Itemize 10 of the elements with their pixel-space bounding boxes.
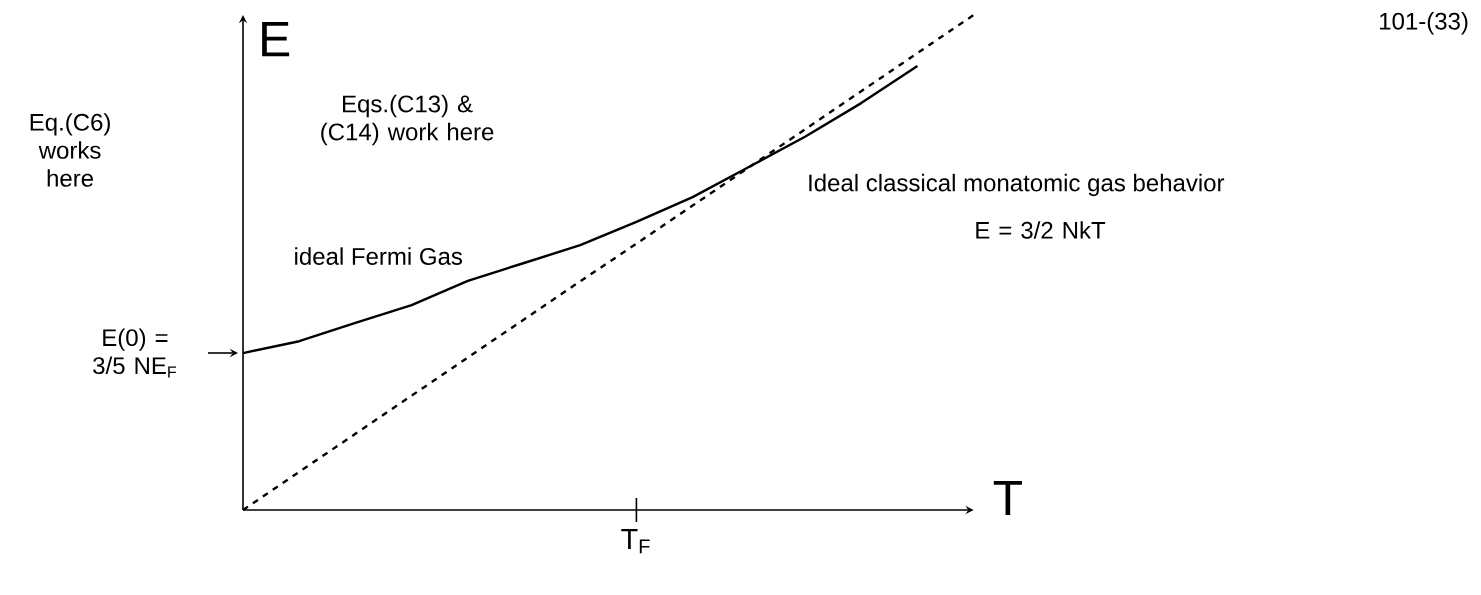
text: Eq.(C6) works here <box>30 113 110 187</box>
text: E = 3/2 NkT <box>976 221 1106 239</box>
annotation: Eqs.(C13) & (C14) work here <box>321 94 494 146</box>
text: T$_{F}$ <box>621 529 650 554</box>
text: E(0) = 3/5 NE$_{F}$ <box>93 328 177 378</box>
x-axis-title: T <box>993 480 1022 516</box>
series-label: Ideal classical monatomic gas behavior <box>809 173 1225 197</box>
text: 101-(33) <box>1380 12 1468 35</box>
series-label: ideal Fermi Gas <box>295 247 463 265</box>
y-axis-title: E <box>262 22 290 57</box>
